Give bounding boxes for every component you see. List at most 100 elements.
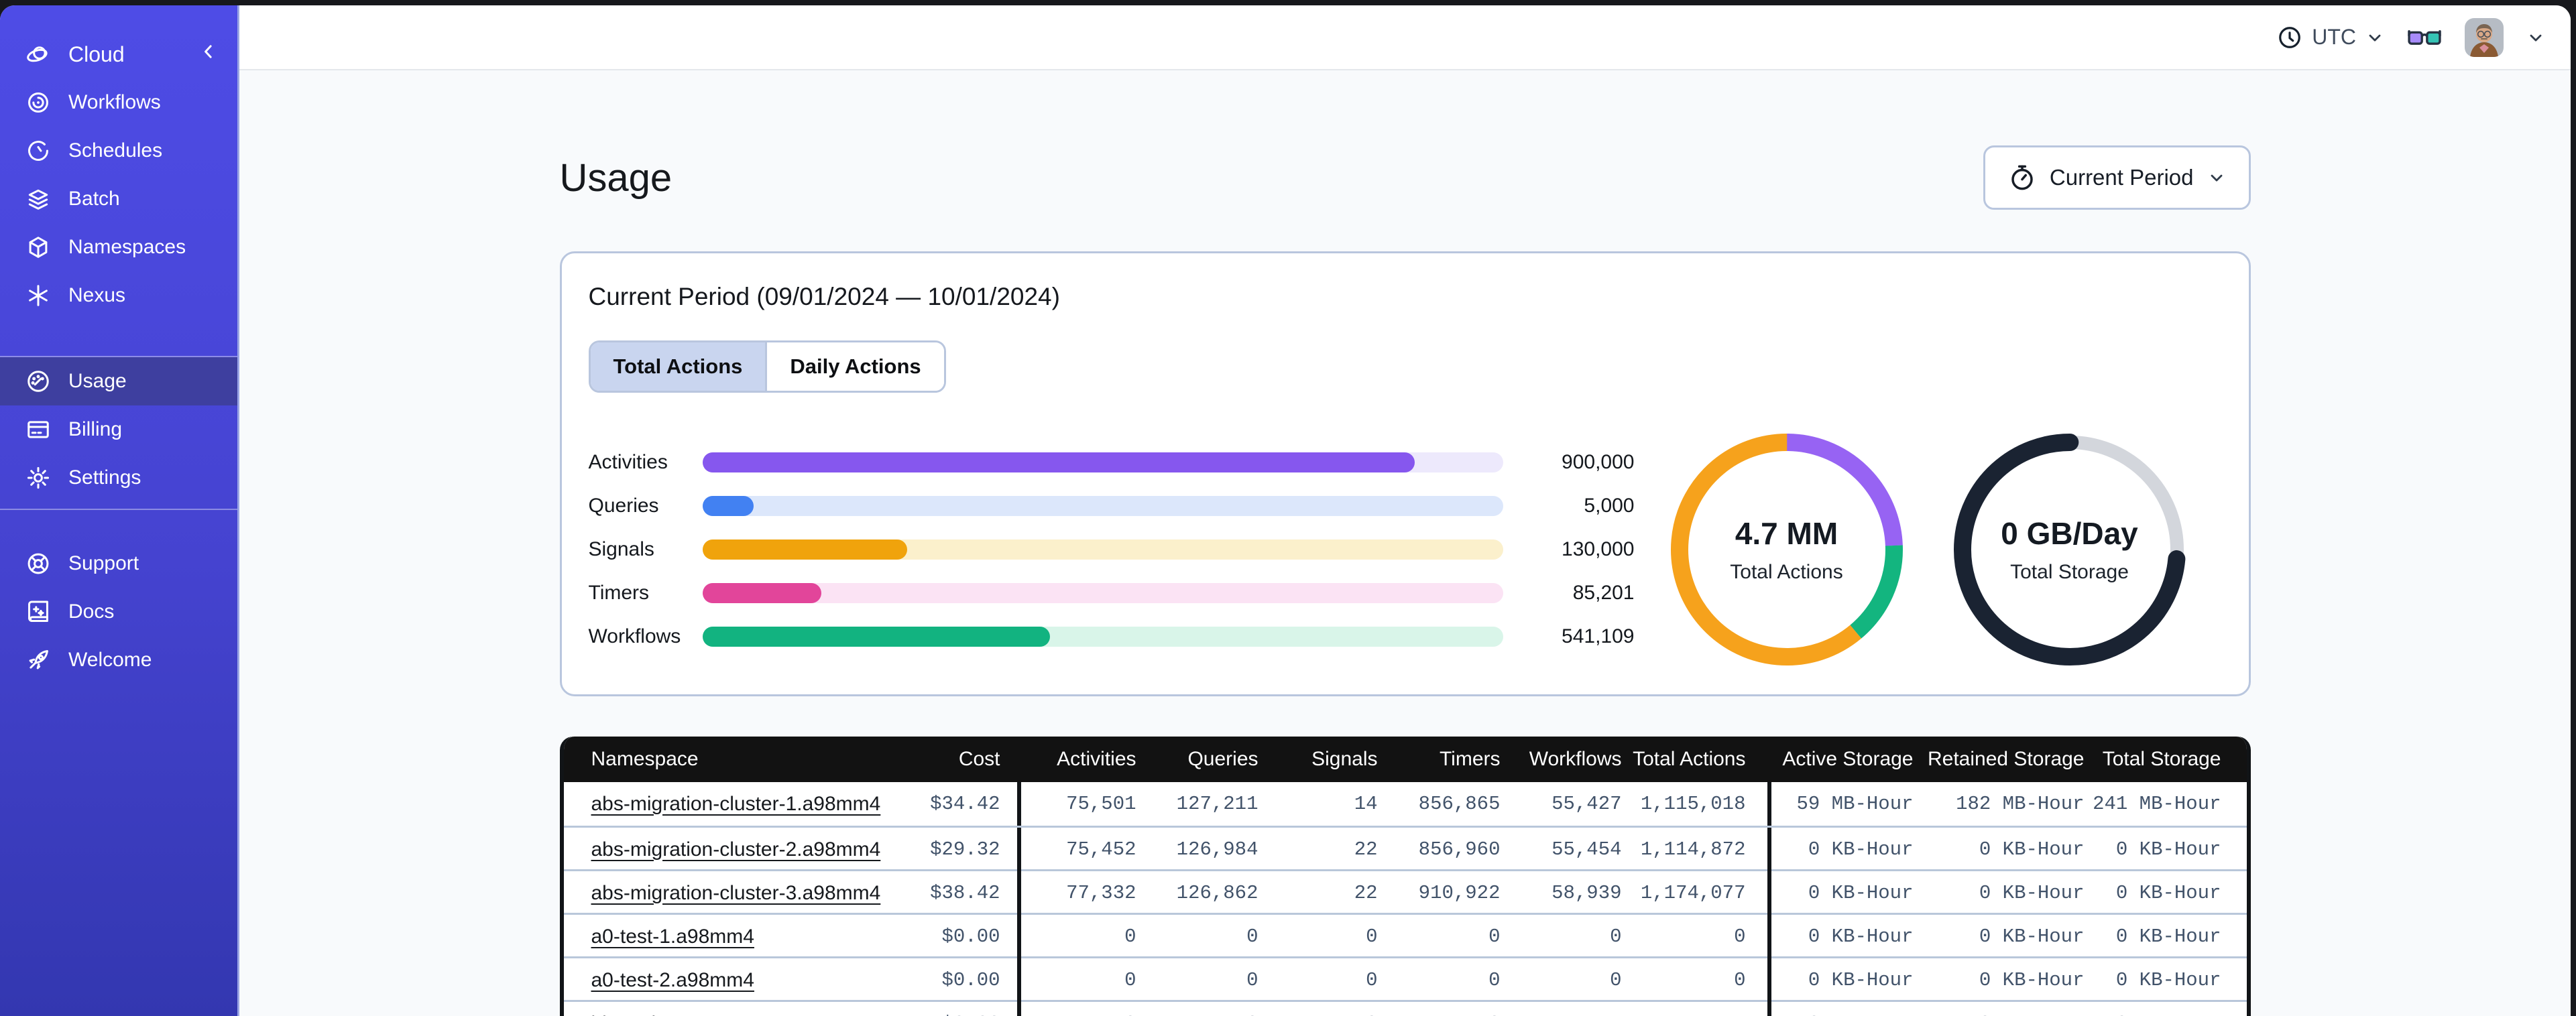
brand-label: Cloud bbox=[68, 42, 125, 66]
bar-fill bbox=[702, 583, 822, 603]
cell-sig: 0 bbox=[1366, 926, 1378, 948]
sidebar-item-label: Welcome bbox=[68, 649, 152, 671]
cell-ta: 1,115,018 bbox=[1640, 793, 1746, 815]
period-dropdown-button[interactable]: Current Period bbox=[1983, 145, 2251, 210]
table-row: abs-migration-cluster-2.a98mm4 $29.32 75,4… bbox=[563, 826, 2247, 871]
sidebar-item-label: Workflows bbox=[68, 91, 161, 113]
cell-rs: 0 KB-Hour bbox=[1979, 969, 2085, 991]
namespace-link[interactable]: a0-test-1.a98mm4 bbox=[591, 925, 754, 948]
column-header-quer: Queries bbox=[1187, 748, 1258, 770]
cell-wf: 55,427 bbox=[1552, 793, 1622, 815]
column-header-as: Active Storage bbox=[1782, 748, 1914, 770]
sidebar-item-support[interactable]: Support bbox=[0, 539, 237, 588]
cell-act: 0 bbox=[1016, 1002, 1136, 1016]
cell-cost: $0.00 bbox=[872, 1013, 1017, 1016]
namespace-link[interactable]: a0-test-2.a98mm4 bbox=[591, 968, 754, 991]
cell-cost: $34.42 bbox=[930, 793, 1000, 815]
cell-ts: 0 KB-Hour bbox=[2115, 838, 2221, 861]
sidebar-item-schedules[interactable]: Schedules bbox=[0, 127, 237, 175]
sidebar-collapse-button[interactable] bbox=[198, 42, 219, 67]
sidebar-item-namespaces[interactable]: Namespaces bbox=[0, 223, 237, 271]
cell-sig: 0 bbox=[1366, 969, 1378, 991]
cell-cost: $0.00 bbox=[941, 969, 1000, 991]
sidebar-item-welcome[interactable]: Welcome bbox=[0, 636, 237, 684]
sidebar-item-label: Billing bbox=[68, 418, 123, 440]
sidebar-nav-account: Usage Billing Settings bbox=[0, 357, 237, 502]
bar-label: Workflows bbox=[588, 625, 681, 647]
bar-row-signals: Signals 130,000 bbox=[589, 528, 1635, 572]
workflows-icon bbox=[25, 90, 51, 115]
sidebar-item-label: Namespaces bbox=[68, 236, 186, 258]
sidebar-item-label: Schedules bbox=[68, 139, 163, 162]
table-row: bk-worker-test.a98mm4$0.000000110 KB-Hou… bbox=[563, 1000, 2247, 1016]
tab-total-actions[interactable]: Total Actions bbox=[590, 342, 766, 391]
namespace-cell: abs-migration-cluster-3.a98mm4 bbox=[564, 882, 881, 905]
batch-icon bbox=[25, 186, 51, 212]
tab-daily-actions[interactable]: Daily Actions bbox=[765, 342, 944, 391]
chevron-down-icon[interactable] bbox=[2526, 28, 2545, 47]
schedules-icon bbox=[25, 138, 51, 164]
cell-tim: 0 bbox=[1488, 969, 1501, 991]
glasses-icon[interactable] bbox=[2407, 25, 2442, 50]
sidebar-item-workflows[interactable]: Workflows bbox=[0, 78, 237, 127]
bar-fill bbox=[702, 452, 1415, 472]
sidebar-divider bbox=[0, 509, 237, 510]
settings-icon bbox=[25, 465, 51, 491]
sidebar-item-label: Support bbox=[68, 552, 139, 574]
chevron-down-icon bbox=[2211, 174, 2222, 182]
cell-quer: 126,984 bbox=[1176, 838, 1258, 861]
cell-rs: 0 KB-Hour bbox=[1979, 926, 2085, 948]
bar-value: 5,000 bbox=[1584, 495, 1635, 517]
sidebar-item-usage[interactable]: Usage bbox=[0, 357, 237, 405]
total-actions-donut: 4.7 MM Total Actions bbox=[1669, 432, 1905, 668]
namespace-cell: abs-migration-cluster-2.a98mm4 bbox=[564, 838, 881, 861]
docs-icon bbox=[25, 599, 51, 625]
total-storage-donut: 0 GB/Day Total Storage bbox=[1952, 432, 2188, 668]
namespace-cell: abs-migration-cluster-1.a98mm4 bbox=[564, 793, 881, 816]
user-avatar[interactable] bbox=[2465, 17, 2504, 57]
namespace-link[interactable]: bk-worker-test.a98mm4 bbox=[591, 1013, 803, 1016]
sidebar-item-label: Batch bbox=[68, 188, 120, 210]
cell-wf: 0 bbox=[1610, 969, 1622, 991]
cell-quer: 0 bbox=[1246, 926, 1258, 948]
sidebar-item-batch[interactable]: Batch bbox=[0, 175, 237, 223]
cell-quer: 127,211 bbox=[1176, 793, 1258, 815]
namespace-link[interactable]: abs-migration-cluster-1.a98mm4 bbox=[591, 792, 881, 815]
bar-fill bbox=[702, 496, 754, 516]
bar-track bbox=[702, 583, 1503, 603]
billing-icon bbox=[25, 417, 51, 442]
cell-rs: 0 KB-Hour bbox=[1979, 838, 2085, 861]
sidebar-item-settings[interactable]: Settings bbox=[0, 454, 237, 502]
cell-tim: 0 bbox=[1378, 1013, 1500, 1016]
bar-label: Timers bbox=[588, 582, 650, 604]
cell-as: 0 KB-Hour bbox=[1767, 871, 1914, 915]
cell-tim: 856,960 bbox=[1418, 838, 1501, 861]
sidebar-item-docs[interactable]: Docs bbox=[0, 588, 237, 636]
bar-fill bbox=[702, 539, 908, 560]
sidebar-item-nexus[interactable]: Nexus bbox=[0, 271, 237, 320]
column-header-sig: Signals bbox=[1311, 748, 1378, 770]
cell-sig: 14 bbox=[1354, 793, 1378, 815]
cell-ta: 1 bbox=[1622, 1013, 1767, 1016]
total-storage-value: 0 GB/Day bbox=[2001, 516, 2138, 551]
cell-tim: 856,865 bbox=[1418, 793, 1501, 815]
cell-sig: 22 bbox=[1354, 882, 1378, 904]
sidebar-nav-main: Workflows Schedules Batch Namespaces Nexus bbox=[0, 78, 237, 320]
cell-tim: 910,922 bbox=[1418, 882, 1501, 904]
bar-value: 85,201 bbox=[1572, 582, 1635, 604]
table-row: abs-migration-cluster-1.a98mm4 $34.42 75,5… bbox=[563, 782, 2247, 826]
sidebar-item-billing[interactable]: Billing bbox=[0, 405, 237, 454]
namespace-link[interactable]: abs-migration-cluster-2.a98mm4 bbox=[591, 838, 881, 861]
bar-track bbox=[702, 452, 1503, 472]
column-header-cost: Cost bbox=[958, 748, 1000, 770]
timezone-selector[interactable]: UTC bbox=[2277, 25, 2384, 50]
page-title: Usage bbox=[559, 155, 672, 200]
sidebar-brand[interactable]: Cloud bbox=[0, 30, 237, 78]
cell-ta: 0 bbox=[1734, 926, 1746, 948]
namespace-link[interactable]: abs-migration-cluster-3.a98mm4 bbox=[591, 881, 881, 904]
nexus-icon bbox=[25, 283, 51, 308]
cell-rs: 182 MB-Hour bbox=[1956, 793, 2085, 815]
support-icon bbox=[25, 551, 51, 576]
topbar: UTC bbox=[239, 5, 2571, 70]
bar-label: Activities bbox=[588, 451, 668, 473]
